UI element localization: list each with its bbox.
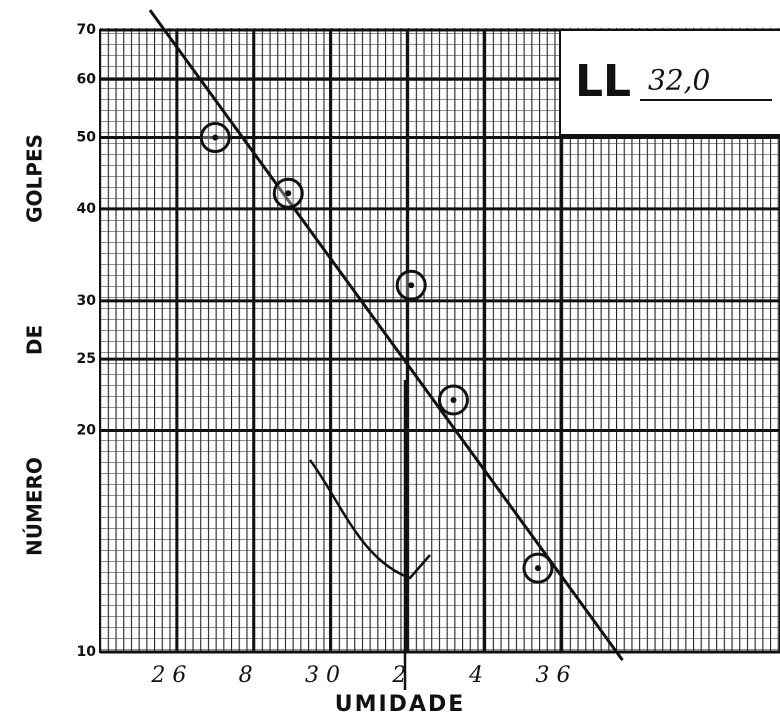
fit-line: [148, 9, 624, 661]
marks: [99, 9, 780, 661]
ll-label: LL: [575, 56, 631, 107]
x-tick-label: 8: [239, 663, 253, 688]
data-point-dot: [534, 565, 541, 572]
y-tick-label: 70: [77, 22, 97, 38]
y-axis-title: NÚMERO DE GOLPES: [23, 134, 47, 556]
pointer-mark: [308, 459, 431, 580]
y-tick-label: 40: [77, 201, 97, 217]
data-point-dot: [408, 282, 415, 289]
y-tick-label: 30: [77, 293, 97, 309]
x-tick-label: 2: [391, 663, 406, 688]
data-point-dot: [450, 396, 457, 403]
x-tick-label: 3 6: [536, 663, 571, 688]
ll-value: 32,0: [648, 64, 710, 97]
x-tick-label: 3 0: [305, 663, 340, 688]
y-tick-label: 60: [77, 71, 97, 87]
y-tick-label: 50: [77, 130, 97, 146]
x-tick-label: 2 6: [150, 663, 186, 688]
y-tick-label: 25: [77, 351, 96, 367]
plot-frame: [99, 29, 780, 653]
data-point-dot: [285, 190, 292, 197]
y-tick-label: 20: [77, 422, 97, 438]
x-axis-title: UMIDADE: [335, 692, 466, 717]
y-tick-label: 10: [77, 644, 97, 660]
data-point-dot: [212, 134, 219, 141]
ll-box: [559, 29, 780, 136]
x-tick-label: 4: [468, 663, 483, 688]
